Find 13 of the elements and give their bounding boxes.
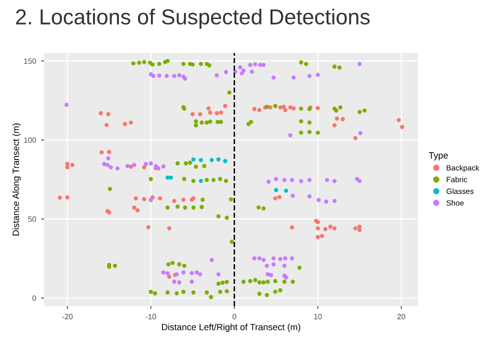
point xyxy=(223,158,228,164)
point xyxy=(198,158,204,162)
point xyxy=(274,188,278,192)
point xyxy=(191,157,196,162)
chart-title: 2. Locations of Suspected Detections xyxy=(16,8,370,29)
legend-title: Type xyxy=(428,152,448,160)
x-axis-title: Distance Left/Right of Transect (m) xyxy=(162,324,300,332)
point xyxy=(216,157,221,162)
y-axis-title: Distance Along Transect (m) xyxy=(12,123,21,236)
point xyxy=(210,158,214,162)
point xyxy=(168,176,173,180)
point xyxy=(198,178,204,183)
point xyxy=(284,188,288,193)
